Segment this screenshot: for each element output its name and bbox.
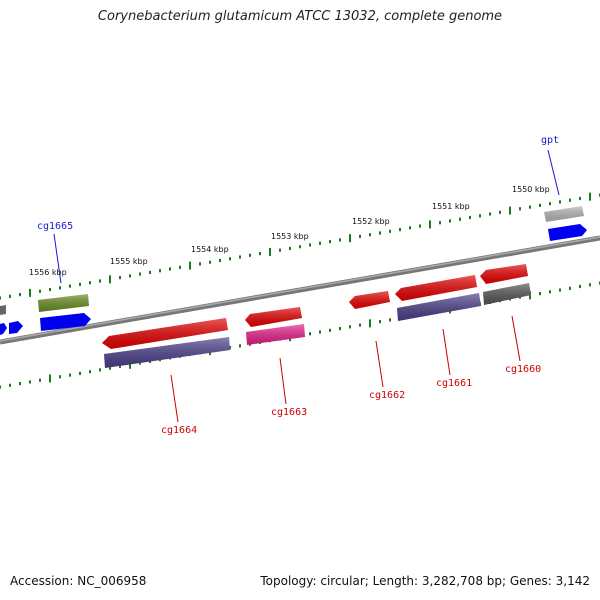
tick-label-1556: 1556 kbp: [29, 268, 67, 277]
tick-label-1550: 1550 kbp: [512, 185, 550, 194]
gene-label-cg1664[interactable]: cg1664: [161, 425, 197, 436]
gene-partial-left-1[interactable]: [0, 305, 6, 315]
accession-text: Accession: NC_006958: [10, 574, 147, 588]
tick-label-1553: 1553 kbp: [271, 232, 309, 241]
label-leader-lines: [53, 149, 560, 423]
tick-labels: 1550 kbp 1551 kbp 1552 kbp 1553 kbp 1554…: [29, 185, 550, 277]
tick-label-1555: 1555 kbp: [110, 257, 148, 266]
gene-label-cg1661[interactable]: cg1661: [436, 378, 472, 389]
topology-text: Topology: circular; Length: 3,282,708 bp…: [260, 574, 590, 588]
gene-gpt-cds[interactable]: [548, 224, 587, 241]
gene-label-cg1663[interactable]: cg1663: [271, 407, 307, 418]
gene-features: [0, 206, 587, 335]
gene-partial-left-3[interactable]: [9, 321, 23, 334]
gene-label-cg1665[interactable]: cg1665: [37, 221, 73, 232]
reverse-gene-features: [102, 264, 531, 368]
tick-label-1552: 1552 kbp: [352, 217, 390, 226]
gene-partial-left-2[interactable]: [0, 323, 7, 335]
gene-label-cg1662[interactable]: cg1662: [369, 390, 405, 401]
gene-cg1665-cds[interactable]: [40, 313, 91, 331]
map-title: Corynebacterium glutamicum ATCC 13032, c…: [97, 9, 503, 24]
genome-backbone: [0, 235, 600, 345]
tick-label-1551: 1551 kbp: [432, 202, 470, 211]
tick-label-1554: 1554 kbp: [191, 245, 229, 254]
gene-label-cg1660[interactable]: cg1660: [505, 364, 541, 375]
gene-label-gpt[interactable]: gpt: [541, 135, 559, 146]
upper-tick-row: [0, 192, 600, 300]
